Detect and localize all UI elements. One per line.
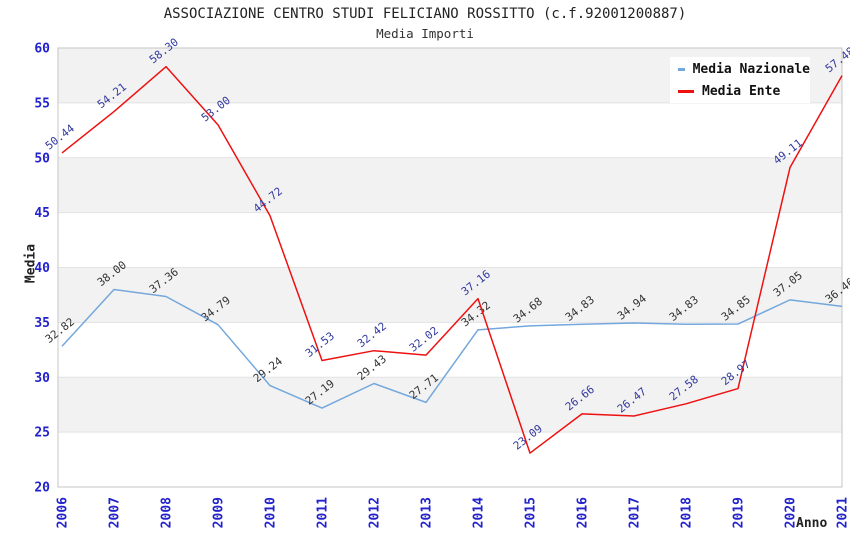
x-tick-label: 2009 — [212, 497, 227, 528]
x-tick-label: 2006 — [56, 497, 71, 528]
band — [58, 267, 842, 323]
y-tick-label: 30 — [34, 371, 50, 386]
x-tick-label: 2014 — [472, 497, 487, 528]
x-tick-label: 2015 — [524, 497, 539, 528]
y-tick-label: 55 — [34, 96, 50, 111]
data-label: 32.42 — [355, 320, 389, 351]
y-axis-title: Media — [23, 243, 39, 284]
x-tick-label: 2016 — [576, 497, 591, 528]
x-tick-label: 2012 — [368, 497, 383, 528]
series-line-media-nazionale — [61, 288, 843, 409]
legend-swatch-icon — [678, 89, 694, 93]
legend-item: Media Nazionale — [670, 62, 810, 77]
x-tick-label: 2021 — [836, 497, 850, 528]
y-tick-label: 35 — [34, 316, 50, 331]
x-axis-title: Anno — [796, 516, 828, 531]
x-tick-label: 2010 — [264, 497, 279, 528]
chart-title: ASSOCIAZIONE CENTRO STUDI FELICIANO ROSS… — [163, 6, 687, 22]
legend-item: Media Ente — [670, 84, 810, 99]
series-line-media-ente — [61, 65, 843, 454]
legend-label: Media Nazionale — [692, 61, 810, 77]
x-tick-label: 2011 — [316, 497, 331, 528]
chart-legend: Media Nazionale Media Ente — [670, 57, 810, 103]
x-tick-label: 2018 — [680, 497, 695, 528]
band — [58, 157, 842, 213]
y-tick-label: 50 — [34, 151, 50, 166]
data-label: 50.44 — [43, 122, 77, 153]
y-tick-label: 45 — [34, 206, 50, 221]
legend-swatch-icon — [678, 67, 685, 71]
chart-subtitle: Media Importi — [376, 26, 474, 41]
x-tick-label: 2007 — [108, 497, 123, 528]
x-tick-label: 2008 — [160, 497, 175, 528]
data-label: 32.02 — [407, 324, 441, 355]
plot-border — [57, 47, 843, 488]
y-tick-label: 20 — [34, 481, 50, 496]
y-tick-label: 25 — [34, 426, 50, 441]
x-tick-label: 2013 — [420, 497, 435, 528]
legend-label: Media Ente — [702, 83, 781, 99]
x-tick-label: 2019 — [732, 497, 747, 528]
x-tick-label: 2020 — [784, 497, 799, 528]
y-tick-label: 40 — [34, 261, 50, 276]
y-tick-label: 60 — [34, 42, 50, 57]
x-tick-label: 2017 — [628, 497, 643, 528]
band — [58, 377, 842, 433]
